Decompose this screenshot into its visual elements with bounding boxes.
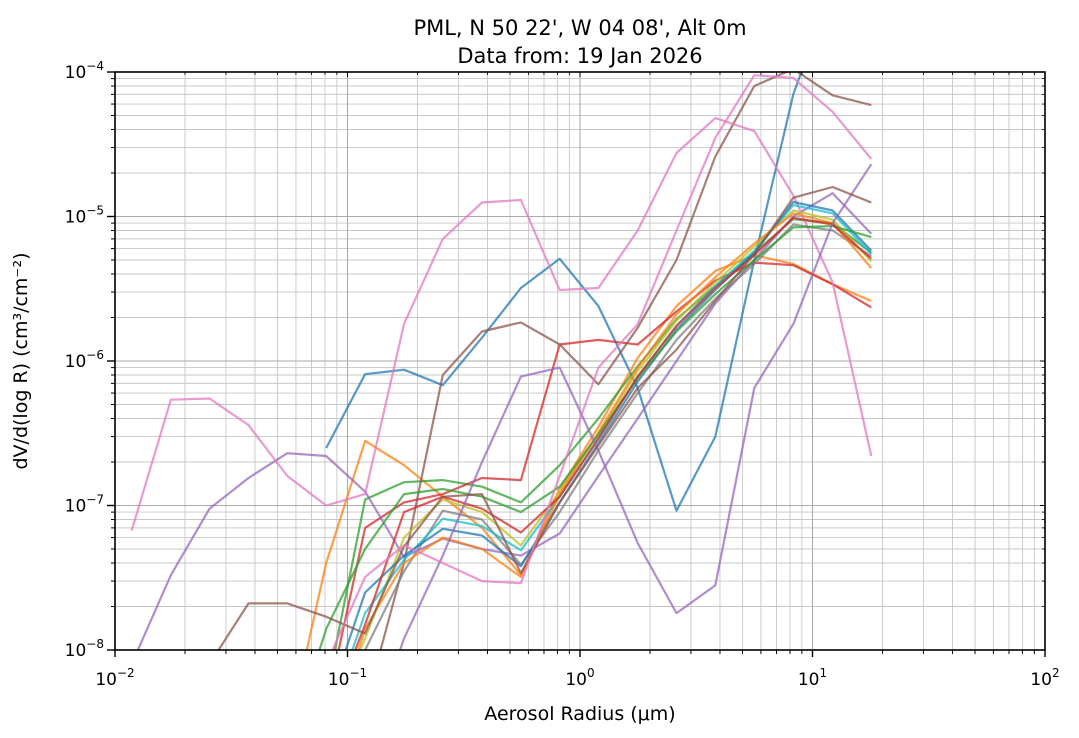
grid-layer [114,71,1046,651]
series-red-b [354,216,873,650]
chart-subtitle: Data from: 19 Jan 2026 [457,44,702,68]
y-tick-label: 10−4 [65,59,104,83]
y-tick-label: 10−6 [65,348,104,372]
series-brown-a [379,72,872,650]
y-tick-label: 10−7 [65,493,104,517]
x-tick-label: 102 [1030,666,1059,690]
axes-layer: 10−2 10−1 100 101 102 10−4 10−5 10−6 10−7 10−8 [65,59,1060,690]
series-layer [130,72,873,650]
x-tick-label: 10−2 [95,666,134,690]
series-purple-a [136,192,873,650]
y-axis-label: dV/d(log R) (cm³/cm⁻²) [10,253,32,470]
series-pink-b [331,74,873,650]
x-axis-label: Aerosol Radius (μm) [484,703,675,725]
series-orange-b [357,212,873,650]
y-tick-label: 10−5 [65,204,104,228]
chart-title: PML, N 50 22', W 04 08', Alt 0m [413,16,746,40]
series-blue-a [325,72,803,512]
series-pink-a [130,116,873,531]
x-tick-label: 100 [565,666,594,690]
series-brown-b [217,185,872,650]
series-orange-a [305,254,872,650]
x-tick-label: 101 [798,666,827,690]
series-purple-b [398,163,873,650]
series-green-b [318,224,872,650]
series-blue-b [344,200,873,650]
x-tick-label: 10−1 [328,666,367,690]
y-tick-label: 10−8 [65,637,104,661]
